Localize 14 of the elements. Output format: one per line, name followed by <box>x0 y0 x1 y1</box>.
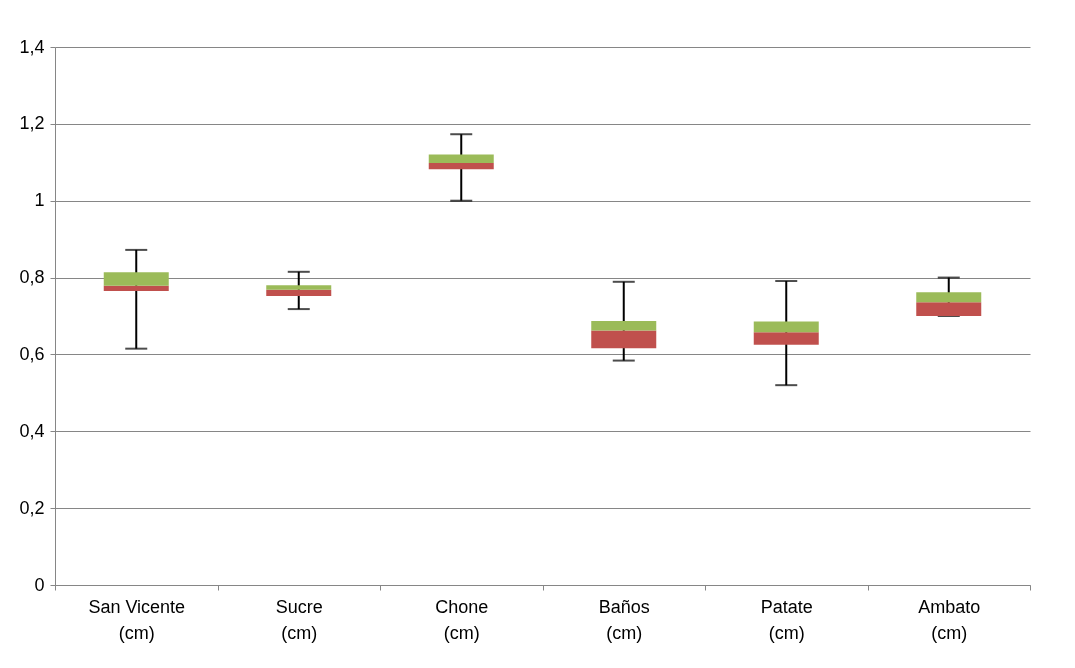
x-tick-label: Sucre (cm) <box>275 596 323 643</box>
x-tick-label: Patate (cm) <box>760 596 813 643</box>
y-tick-label: 0,4 <box>19 420 45 441</box>
x-tick-label: Baños (cm) <box>598 596 650 643</box>
y-tick-label: 0 <box>34 574 45 595</box>
y-tick-label: 0,8 <box>19 267 45 288</box>
y-tick-label: 1,4 <box>19 36 45 57</box>
x-tick-label: Ambato (cm) <box>918 596 981 643</box>
y-tick-label: 0,6 <box>19 343 45 364</box>
x-tick-label: Chone (cm) <box>435 596 489 643</box>
y-tick-label: 1 <box>34 190 45 211</box>
y-tick-label: 0,2 <box>19 497 45 518</box>
y-tick-label: 1,2 <box>19 113 45 134</box>
x-tick-label: San Vicente (cm) <box>88 596 186 643</box>
